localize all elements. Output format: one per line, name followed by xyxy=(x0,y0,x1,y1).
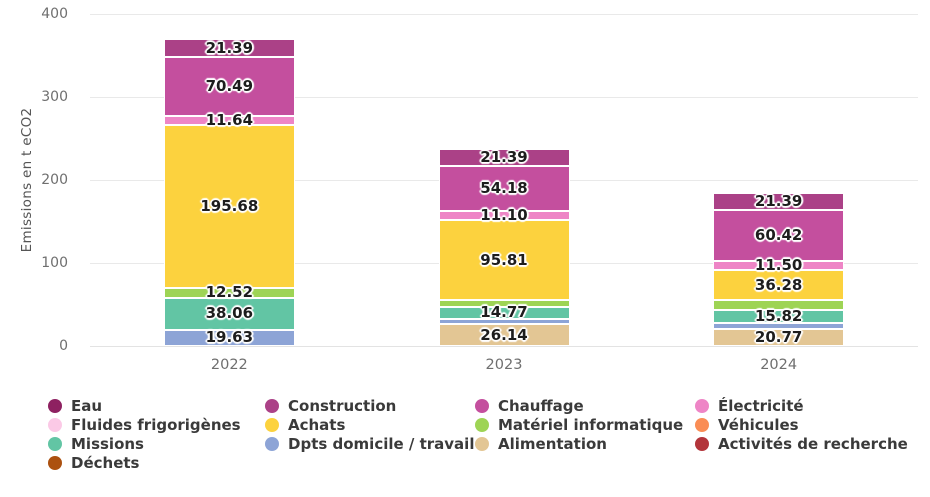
segment-value-label: 54.18 xyxy=(480,179,528,198)
legend-item-label: Chauffage xyxy=(498,396,584,415)
y-tick-label: 0 xyxy=(59,338,68,354)
bar-segment-electricite-2022[interactable] xyxy=(163,115,295,126)
bar-segment-dpts-domicile-travail-2023[interactable] xyxy=(438,318,570,325)
bar-segment-alimentation-2024[interactable] xyxy=(713,328,845,346)
legend-item-label: Alimentation xyxy=(498,434,607,453)
bar-segment-construction-2022[interactable] xyxy=(163,39,295,58)
bar-segment-electricite-2024[interactable] xyxy=(713,260,845,271)
segment-value-label: 21.39 xyxy=(480,147,528,166)
legend-item-vehicules[interactable]: Véhicules xyxy=(695,416,930,434)
legend-swatch-icon xyxy=(48,417,62,432)
bar-segment-materiel-informatique-2023[interactable] xyxy=(438,300,570,307)
legend-item-label: Dpts domicile / travail xyxy=(288,434,475,453)
y-tick-label: 100 xyxy=(41,255,68,271)
legend-swatch-icon xyxy=(265,436,279,451)
legend-item-achats[interactable]: Achats xyxy=(265,416,475,434)
legend-item-label: Construction xyxy=(288,396,397,415)
legend-item-missions[interactable]: Missions xyxy=(48,435,265,453)
bar-segment-chauffage-2024[interactable] xyxy=(713,210,845,261)
segment-value-label: 19.63 xyxy=(205,328,254,347)
legend-item-label: Missions xyxy=(71,434,144,453)
segment-value-label: 95.81 xyxy=(480,250,528,269)
segment-value-label: 60.42 xyxy=(754,226,803,245)
bar-segment-achats-2022[interactable] xyxy=(163,125,295,288)
segment-value-label: 38.06 xyxy=(205,304,254,323)
legend-item-dechets[interactable]: Déchets xyxy=(48,454,265,472)
legend-item-label: Eau xyxy=(71,396,103,415)
segment-value-label: 15.82 xyxy=(754,306,803,325)
legend-item-label: Électricité xyxy=(718,396,804,415)
bar-segment-materiel-informatique-2022[interactable] xyxy=(163,287,295,299)
x-axis-label-2023: 2023 xyxy=(485,357,523,373)
x-axis-label-2022: 2022 xyxy=(210,357,248,373)
legend-swatch-icon xyxy=(48,436,62,451)
segment-value-label: 11.50 xyxy=(754,255,803,274)
bar-segment-alimentation-2023[interactable] xyxy=(438,324,570,346)
bar-segment-achats-2024[interactable] xyxy=(713,270,845,301)
legend-swatch-icon xyxy=(48,398,62,413)
bar-segment-achats-2023[interactable] xyxy=(438,220,570,300)
legend-item-label: Fluides frigorigènes xyxy=(71,415,241,434)
x-axis-label-2024: 2024 xyxy=(760,357,798,373)
y-tick-label: 200 xyxy=(41,172,68,188)
segment-value-label: 11.10 xyxy=(480,206,528,225)
legend-item-activites-de-recherche[interactable]: Activités de recherche xyxy=(695,435,930,453)
legend-swatch-icon xyxy=(475,436,489,451)
bar-segment-chauffage-2022[interactable] xyxy=(163,57,295,116)
legend-item-label: Matériel informatique xyxy=(498,415,684,434)
legend-swatch-icon xyxy=(475,417,489,432)
gridline xyxy=(90,346,918,347)
legend-item-dpts-domicile-travail[interactable]: Dpts domicile / travail xyxy=(265,435,475,453)
segment-value-label: 14.77 xyxy=(480,303,528,322)
segment-value-label: 20.77 xyxy=(754,327,803,346)
legend-item-materiel-informatique[interactable]: Matériel informatique xyxy=(475,416,695,434)
segment-value-label: 11.64 xyxy=(205,110,254,129)
segment-value-label: 21.39 xyxy=(754,192,803,211)
legend-swatch-icon xyxy=(265,398,279,413)
legend-swatch-icon xyxy=(695,398,709,413)
segment-value-label: 195.68 xyxy=(200,197,259,216)
legend-item-label: Déchets xyxy=(71,453,140,472)
segment-value-label: 36.28 xyxy=(754,275,803,294)
bar-segment-materiel-informatique-2024[interactable] xyxy=(713,300,845,310)
legend-swatch-icon xyxy=(475,398,489,413)
legend-item-construction[interactable]: Construction xyxy=(265,397,475,415)
legend-item-eau[interactable]: Eau xyxy=(48,397,265,415)
bar-segment-construction-2023[interactable] xyxy=(438,148,570,167)
bar-segment-chauffage-2023[interactable] xyxy=(438,166,570,212)
legend-item-label: Achats xyxy=(288,415,346,434)
legend-swatch-icon xyxy=(695,417,709,432)
legend-swatch-icon xyxy=(48,455,62,470)
bar-segment-dpts-domicile-travail-2024[interactable] xyxy=(713,322,845,329)
bar-segment-missions-2023[interactable] xyxy=(438,306,570,319)
y-tick-label: 400 xyxy=(41,6,68,22)
legend-swatch-icon xyxy=(265,417,279,432)
segment-value-label: 26.14 xyxy=(480,325,528,344)
legend-item-fluides-frigorigenes[interactable]: Fluides frigorigènes xyxy=(48,416,265,434)
gridline xyxy=(90,97,918,98)
y-tick-label: 300 xyxy=(41,89,68,105)
legend-item-chauffage[interactable]: Chauffage xyxy=(475,397,695,415)
segment-value-label: 21.39 xyxy=(205,38,254,57)
bar-segment-construction-2024[interactable] xyxy=(713,192,845,211)
bar-segment-missions-2024[interactable] xyxy=(713,309,845,323)
legend-item-electricite[interactable]: Électricité xyxy=(695,397,930,415)
segment-value-label: 70.49 xyxy=(205,76,254,95)
bar-segment-dpts-domicile-travail-2022[interactable] xyxy=(163,329,295,346)
plot-area: Emissions en t eCO2 0 100 200 300 400 19.63 38… xyxy=(19,6,918,373)
segment-value-label: 12.52 xyxy=(205,283,254,302)
bar-segment-missions-2022[interactable] xyxy=(163,298,295,330)
legend-item-alimentation[interactable]: Alimentation xyxy=(475,435,695,453)
gridline xyxy=(90,14,918,15)
legend-swatch-icon xyxy=(695,436,709,451)
legend-item-label: Activités de recherche xyxy=(718,434,908,453)
bar-segment-electricite-2023[interactable] xyxy=(438,211,570,221)
legend-item-label: Véhicules xyxy=(718,415,799,434)
chart-legend: Eau Construction Chauffage Électricité Fluid… xyxy=(48,396,930,472)
